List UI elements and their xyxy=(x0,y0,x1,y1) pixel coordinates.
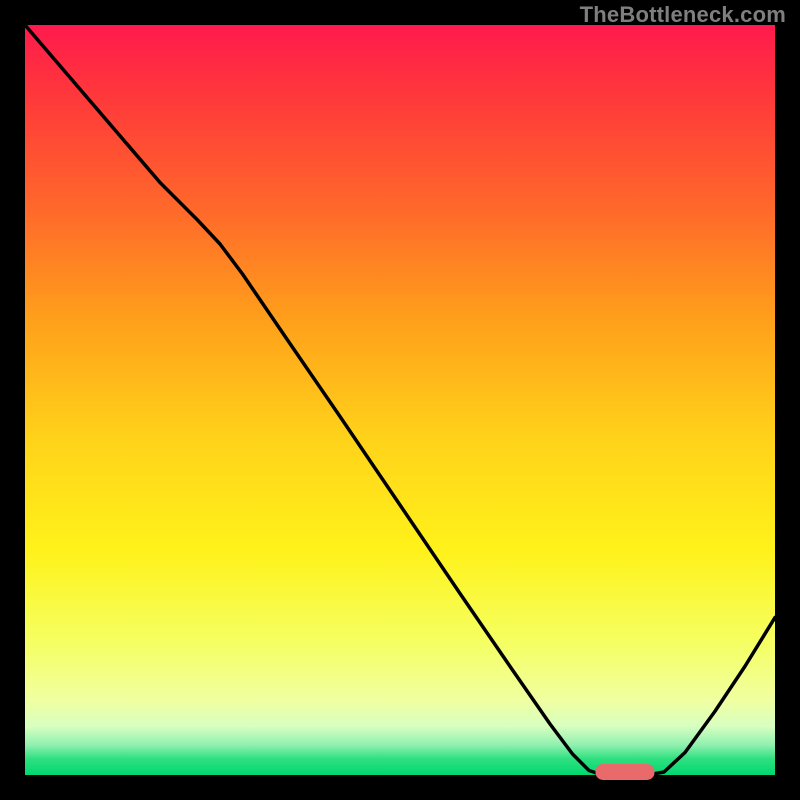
chart-canvas: TheBottleneck.com xyxy=(0,0,800,800)
optimum-marker xyxy=(596,765,654,780)
bottleneck-chart xyxy=(0,0,800,800)
watermark-text: TheBottleneck.com xyxy=(580,2,786,28)
plot-background xyxy=(25,25,775,775)
